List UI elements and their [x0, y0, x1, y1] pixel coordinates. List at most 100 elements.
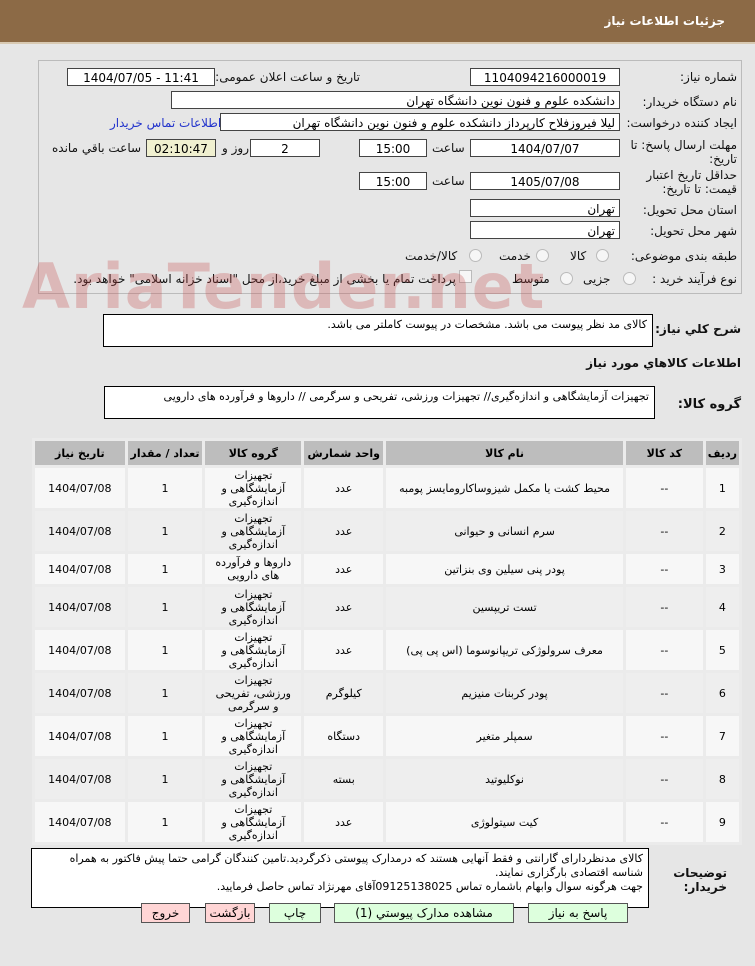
item-name: محیط کشت یا مکمل شیزوساکارومایسز پومبه: [386, 468, 623, 508]
back-button[interactable]: بازگشت: [205, 903, 255, 923]
radio-goods-service[interactable]: [469, 249, 482, 262]
item-code: --: [625, 587, 703, 627]
unit: دستگاه: [304, 716, 384, 756]
column-header: نام کالا: [386, 441, 623, 465]
radio-medium-label: متوسط: [512, 272, 550, 286]
item-code: --: [625, 511, 703, 551]
item-group: تجهیزات آزمایشگاهی و اندازه‌گیری: [205, 759, 302, 799]
deadline-time-label: ساعت: [432, 141, 465, 155]
table-row: 2 -- سرم انسانی و حیوانی عدد تجهیزات آزمایشگ…: [35, 511, 739, 551]
column-header: تاریخ نیاز: [35, 441, 125, 465]
validity-time-label: ساعت: [432, 174, 465, 188]
need-date: 1404/07/08: [35, 468, 125, 508]
item-code: --: [625, 554, 703, 584]
validity-label: حداقل تاریخ اعتبار قیمت: تا تاریخ:: [646, 168, 737, 196]
city-field: تهران: [470, 221, 620, 239]
row-number: 2: [705, 511, 739, 551]
row-number: 5: [705, 630, 739, 670]
treasury-checkbox[interactable]: [459, 270, 472, 283]
treasury-note: پرداخت تمام یا بخشی از مبلغ خرید،از محل …: [73, 272, 456, 286]
column-header: ردیف: [705, 441, 739, 465]
row-number: 7: [705, 716, 739, 756]
item-code: --: [625, 468, 703, 508]
announce-label: تاریخ و ساعت اعلان عمومی:: [215, 70, 360, 84]
table-row: 8 -- نوکلیوتید بسته تجهیزات آزمایشگاهی و اند…: [35, 759, 739, 799]
unit: عدد: [304, 802, 384, 842]
item-name: پودر پنی سیلین وی بنزاتین: [386, 554, 623, 584]
buyer-contact-link[interactable]: اطلاعات تماس خریدار: [110, 116, 222, 130]
column-header: کد کالا: [625, 441, 703, 465]
radio-goods[interactable]: [596, 249, 609, 262]
table-row: 9 -- کیت سیتولوژی عدد تجهیزات آزمایشگاهی و ا…: [35, 802, 739, 842]
goods-group-label: گروه کالا:: [677, 397, 741, 412]
row-number: 9: [705, 802, 739, 842]
quantity: 1: [127, 554, 203, 584]
quantity: 1: [127, 673, 203, 713]
radio-medium[interactable]: [560, 272, 573, 285]
province-label: استان محل تحویل:: [642, 203, 737, 217]
buyer-notes-line: جهت هرگونه سوال وابهام باشماره تماس 0912…: [216, 880, 643, 893]
unit: عدد: [304, 511, 384, 551]
item-group: تجهیزات ورزشی، تفریحی و سرگرمی: [205, 673, 302, 713]
quantity: 1: [127, 802, 203, 842]
exit-button[interactable]: خروج: [141, 903, 190, 923]
description-label: شرح کلي نياز:: [655, 322, 741, 336]
quantity: 1: [127, 468, 203, 508]
goods-group-textarea[interactable]: تجهیزات آزمایشگاهی و اندازه‌گیری// تجهیز…: [104, 386, 655, 419]
item-group: تجهیزات آزمایشگاهی و اندازه‌گیری: [205, 587, 302, 627]
need-number-field: 1104094216000019: [470, 68, 620, 86]
column-header: تعداد / مقدار: [127, 441, 203, 465]
row-number: 4: [705, 587, 739, 627]
quantity: 1: [127, 716, 203, 756]
buyer-org-field: دانشکده علوم و فنون نوین دانشگاه تهران: [171, 91, 620, 109]
deadline-time-field: 15:00: [359, 139, 427, 157]
days-field: 2: [250, 139, 320, 157]
reply-button[interactable]: پاسخ به نیاز: [528, 903, 628, 923]
validity-date-field: 1405/07/08: [470, 172, 620, 190]
table-row: 1 -- محیط کشت یا مکمل شیزوساکارومایسز پومب…: [35, 468, 739, 508]
city-label: شهر محل تحویل:: [650, 224, 737, 238]
column-header: واحد شمارش: [304, 441, 384, 465]
table-row: 3 -- پودر پنی سیلین وی بنزاتین عدد داروها و …: [35, 554, 739, 584]
unit: عدد: [304, 630, 384, 670]
quantity: 1: [127, 511, 203, 551]
column-header: گروه کالا: [205, 441, 302, 465]
item-name: پودر کربنات منیزیم: [386, 673, 623, 713]
item-code: --: [625, 802, 703, 842]
item-name: معرف سرولوژکی تریپانوسوما (اس پی پی): [386, 630, 623, 670]
item-name: سمپلر متغیر: [386, 716, 623, 756]
need-date: 1404/07/08: [35, 587, 125, 627]
need-date: 1404/07/08: [35, 511, 125, 551]
deadline-label: مهلت ارسال پاسخ: تا تاریخ:: [630, 138, 737, 166]
item-code: --: [625, 716, 703, 756]
row-number: 8: [705, 759, 739, 799]
process-label: نوع فرآیند خرید :: [652, 272, 737, 286]
remaining-label: ساعت باقي مانده: [52, 141, 142, 155]
unit: عدد: [304, 468, 384, 508]
buyer-notes-line: کالای مدنظردارای گارانتی و فقط آنهایی هس…: [69, 852, 643, 879]
item-name: کیت سیتولوژی: [386, 802, 623, 842]
row-number: 1: [705, 468, 739, 508]
deadline-date-field: 1404/07/07: [470, 139, 620, 157]
announce-field: 1404/07/05 - 11:41: [67, 68, 215, 86]
quantity: 1: [127, 759, 203, 799]
unit: کیلوگرم: [304, 673, 384, 713]
validity-time-field: 15:00: [359, 172, 427, 190]
need-date: 1404/07/08: [35, 759, 125, 799]
print-button[interactable]: چاپ: [269, 903, 321, 923]
radio-service[interactable]: [536, 249, 549, 262]
creator-label: ایجاد کننده درخواست:: [626, 116, 737, 130]
row-number: 3: [705, 554, 739, 584]
radio-minor[interactable]: [623, 272, 636, 285]
view-attachments-button[interactable]: مشاهده مدارک پیوستي (1): [334, 903, 514, 923]
table-row: 4 -- تست تریپسین عدد تجهیزات آزمایشگاهی و ان…: [35, 587, 739, 627]
item-code: --: [625, 630, 703, 670]
page-title: جزئیات اطلاعات نیاز: [604, 14, 725, 28]
need-number-label: شماره نیاز:: [680, 70, 737, 84]
buyer-notes-textarea[interactable]: کالای مدنظردارای گارانتی و فقط آنهایی هس…: [31, 848, 649, 908]
item-group: تجهیزات آزمایشگاهی و اندازه‌گیری: [205, 630, 302, 670]
item-group: تجهیزات آزمایشگاهی و اندازه‌گیری: [205, 511, 302, 551]
description-textarea[interactable]: کالای مد نظر پیوست می باشد. مشخصات در پی…: [103, 314, 653, 347]
item-code: --: [625, 673, 703, 713]
days-label: روز و: [222, 141, 249, 155]
